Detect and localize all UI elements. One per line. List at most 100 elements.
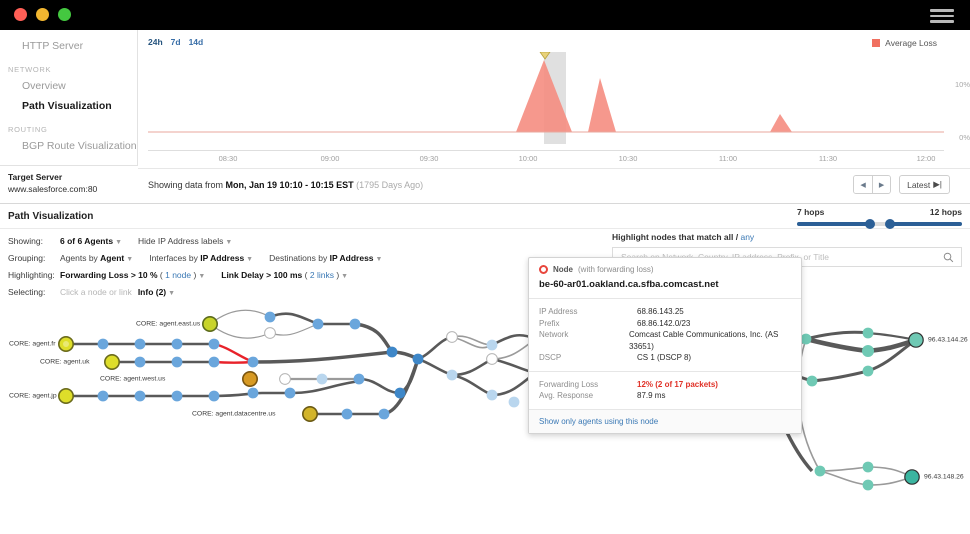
metric-value-avg-response: 87.9 ms — [637, 391, 666, 400]
destination-node-2 — [904, 469, 920, 485]
chart-y-axis-max: 10% — [954, 80, 970, 89]
hops-max-label: 12 hops — [929, 207, 962, 217]
xtick-5: 11:00 — [718, 154, 738, 163]
ip-labels-dropdown-value: Hide IP Address labels — [138, 236, 224, 246]
link-delay-count[interactable]: 2 links — [309, 270, 334, 280]
detail-key-network: Network — [539, 330, 569, 339]
hops-range-slider[interactable]: 7 hops 12 hops — [797, 207, 962, 229]
window-titlebar — [0, 0, 970, 30]
graph-label-agent-east-us: CORE: agent.east.us — [136, 320, 201, 328]
series-average-loss — [148, 60, 944, 132]
hops-slider-track[interactable] — [797, 222, 962, 226]
search-icon[interactable] — [943, 252, 954, 263]
latest-label: Latest — [907, 179, 931, 190]
sidebar-section-network: NETWORK — [8, 65, 52, 74]
loss-area-chart[interactable] — [148, 52, 944, 144]
sidebar-item-bgp-route-visualization[interactable]: BGP Route Visualization — [22, 140, 137, 152]
path-viz-controls: Showing: 6 of 6 Agents ▼ Hide IP Address … — [0, 229, 600, 297]
graph-label-agent-west-us: CORE: agent.west.us — [100, 375, 166, 383]
ip-labels-dropdown[interactable]: Hide IP Address labels ▼ — [138, 236, 232, 246]
hamburger-menu-icon[interactable] — [930, 9, 954, 23]
chart-selection-handle — [539, 52, 551, 60]
legend-label-average-loss: Average Loss — [885, 38, 937, 48]
range-14d[interactable]: 14d — [188, 37, 204, 47]
agent-node-east-us — [202, 315, 219, 332]
chevron-down-icon: ▼ — [115, 239, 122, 246]
minimize-window-button[interactable] — [36, 8, 49, 21]
agent-node-jp — [57, 388, 74, 405]
sidebar-item-path-visualization[interactable]: Path Visualization — [22, 100, 112, 112]
prev-next-group: ◀ ▶ — [853, 175, 892, 194]
showing-label: Showing: — [8, 236, 43, 246]
next-period-button[interactable]: ▶ — [872, 176, 891, 193]
xtick-6: 11:30 — [818, 154, 838, 163]
highlight-separator: / — [733, 232, 741, 242]
agent-nodes[interactable] — [57, 315, 318, 423]
grouping-agents-value: Agent — [100, 253, 125, 263]
hops-min-label: 7 hops — [797, 207, 825, 217]
detail-value-network: Comcast Cable Communications, Inc. (AS 3… — [628, 330, 779, 351]
graph-label-destination-2: 96.43.148.26 — [924, 473, 964, 481]
control-row-selecting: Selecting: Click a node or link Info (2)… — [8, 284, 191, 300]
chevron-down-icon: ▼ — [246, 256, 254, 263]
link-delay-filter[interactable]: Link Delay > 100 ms ( 2 links ) ▼ — [221, 270, 349, 280]
target-server-label: Target Server — [8, 172, 63, 182]
grouping-agents-dropdown[interactable]: Agents by Agent ▼ — [60, 253, 133, 263]
agent-node-west-us — [242, 371, 259, 388]
link-delay-text: Link Delay > 100 ms — [221, 270, 303, 280]
prev-period-button[interactable]: ◀ — [854, 176, 873, 193]
xtick-2: 09:30 — [419, 154, 439, 163]
grouping-destinations-prefix: Destinations by — [269, 253, 330, 263]
graph-label-agent-uk: CORE: agent.uk — [40, 358, 90, 366]
detail-value-ip-address: 68.86.143.25 — [637, 307, 684, 316]
xtick-4: 10:30 — [618, 154, 638, 163]
detail-row: DSCP CS 1 (DSCP 8) — [539, 352, 791, 364]
forwarding-loss-count[interactable]: 1 node — [165, 270, 192, 280]
grouping-destinations-dropdown[interactable]: Destinations by IP Address ▼ — [269, 253, 382, 263]
status-range: Mon, Jan 19 10:10 - 10:15 EST — [225, 180, 354, 190]
highlight-any-option[interactable]: any — [740, 232, 755, 242]
chevron-down-icon: ▼ — [341, 273, 349, 280]
time-nav-controls: ◀ ▶ Latest ▶| — [853, 175, 950, 194]
maximize-window-button[interactable] — [58, 8, 71, 21]
sidebar-item-http-server[interactable]: HTTP Server — [22, 40, 84, 52]
path-visualization-header: Path Visualization 7 hops 12 hops — [0, 203, 970, 229]
detail-row: Prefix 68.86.142.0/23 — [539, 318, 791, 330]
node-details-popover[interactable]: Node (with forwarding loss) be-60-ar01.o… — [528, 257, 802, 434]
popover-metrics-section: Forwarding Loss 12% (2 of 17 packets) Av… — [529, 370, 801, 409]
sidebar-item-overview[interactable]: Overview — [22, 80, 66, 92]
agents-dropdown[interactable]: 6 of 6 Agents ▼ — [60, 236, 122, 246]
chart-legend: Average Loss — [872, 38, 937, 48]
hops-slider-knob-max[interactable] — [885, 219, 895, 229]
path-graph-canvas[interactable]: CORE: agent.east.us CORE: agent.fr CORE:… — [0, 297, 970, 534]
popover-header: Node (with forwarding loss) be-60-ar01.o… — [529, 258, 801, 298]
control-row-showing: Showing: 6 of 6 Agents ▼ Hide IP Address … — [8, 233, 248, 249]
grouping-label: Grouping: — [8, 253, 46, 263]
latest-button[interactable]: Latest ▶| — [899, 175, 950, 194]
metric-key-forwarding-loss: Forwarding Loss — [539, 379, 599, 389]
chevron-down-icon: ▼ — [225, 239, 233, 246]
show-only-agents-link[interactable]: Show only agents using this node — [529, 408, 801, 433]
range-24h[interactable]: 24h — [148, 37, 163, 47]
info-dropdown-value: Info (2) — [137, 287, 167, 297]
forwarding-loss-filter[interactable]: Forwarding Loss > 10 % ( 1 node ) ▼ — [60, 270, 206, 280]
highlighted-links[interactable] — [213, 342, 254, 364]
highlight-all-option[interactable]: all — [723, 232, 734, 242]
destination-nodes[interactable] — [800, 327, 924, 491]
range-7d[interactable]: 7d — [170, 37, 181, 47]
info-dropdown[interactable]: Info (2) ▼ — [138, 287, 175, 297]
close-window-button[interactable] — [14, 8, 27, 21]
selecting-placeholder: Click a node or link — [60, 287, 132, 297]
metric-key-avg-response: Avg. Response — [539, 391, 594, 400]
xtick-1: 09:00 — [320, 154, 340, 163]
selecting-label: Selecting: — [8, 287, 46, 297]
window-traffic-lights — [14, 8, 71, 21]
hops-slider-knob-min[interactable] — [865, 219, 875, 229]
chevron-down-icon: ▼ — [126, 256, 134, 263]
path-graph-svg[interactable] — [0, 297, 970, 534]
detail-key-ip-address: IP Address — [539, 307, 578, 316]
grouping-interfaces-dropdown[interactable]: Interfaces by IP Address ▼ — [149, 253, 253, 263]
highlighting-label: Highlighting: — [8, 270, 55, 280]
chart-status-bar: Showing data from Mon, Jan 19 10:10 - 10… — [138, 168, 970, 203]
grouping-destinations-value: IP Address — [329, 253, 374, 263]
